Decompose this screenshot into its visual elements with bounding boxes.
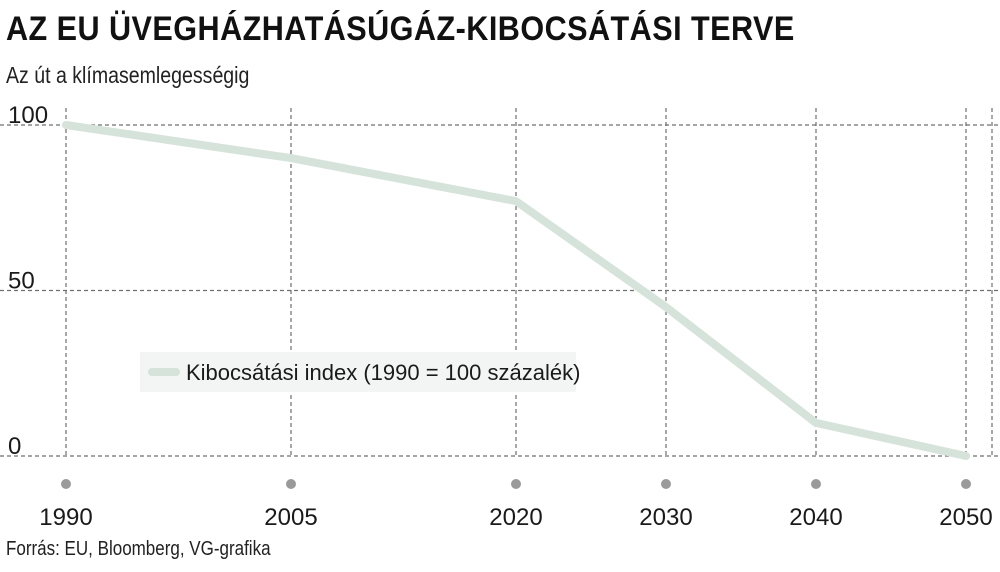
data-point xyxy=(287,154,295,162)
data-point xyxy=(662,303,670,311)
data-point xyxy=(512,197,520,205)
chart-title: AZ EU ÜVEGHÁZHATÁSÚGÁZ-KIBOCSÁTÁSI TERVE xyxy=(6,10,795,48)
series-line xyxy=(62,121,970,460)
x-tick-dot xyxy=(661,479,671,489)
x-tick-label: 2030 xyxy=(639,504,692,531)
y-tick-label: 0 xyxy=(8,433,21,460)
y-tick-label: 50 xyxy=(8,268,35,295)
x-tick-dot xyxy=(61,479,71,489)
x-tick-dot xyxy=(286,479,296,489)
data-point xyxy=(962,452,970,460)
x-tick-dot xyxy=(811,479,821,489)
data-point xyxy=(62,121,70,129)
x-tick-dot xyxy=(511,479,521,489)
legend-label: Kibocsátási index (1990 = 100 százalék) xyxy=(186,360,580,385)
x-tick-label: 2050 xyxy=(939,504,992,531)
source-note: Forrás: EU, Bloomberg, VG-grafika xyxy=(6,538,271,560)
x-tick-dot xyxy=(961,479,971,489)
x-tick-label: 2020 xyxy=(489,504,542,531)
x-tick-label: 1990 xyxy=(39,504,92,531)
chart-subtitle: Az út a klímasemlegességig xyxy=(6,62,250,88)
x-tick-label: 2005 xyxy=(264,504,317,531)
data-point xyxy=(812,419,820,427)
x-tick-label: 2040 xyxy=(789,504,842,531)
legend-box xyxy=(140,352,576,392)
y-tick-label: 100 xyxy=(8,102,48,129)
